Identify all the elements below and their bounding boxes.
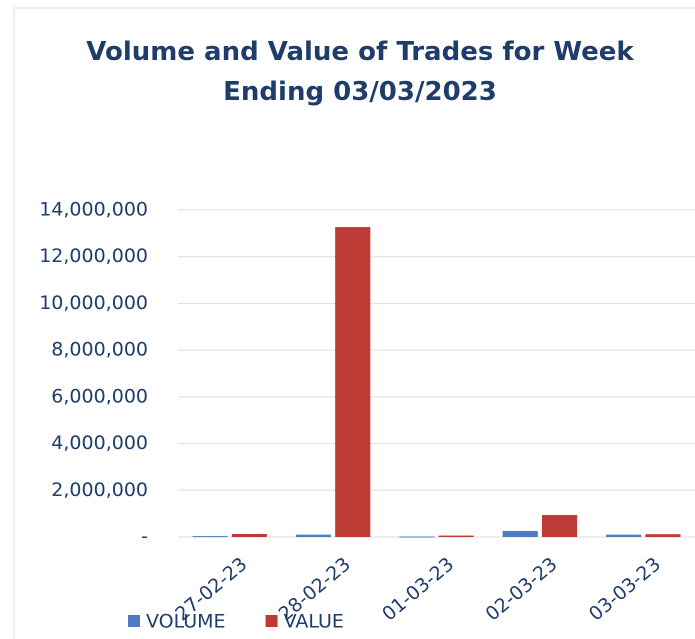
y-tick-label: 8,000,000 bbox=[51, 339, 148, 361]
bar bbox=[541, 515, 578, 537]
bar bbox=[231, 533, 267, 537]
legend-swatch bbox=[265, 615, 278, 627]
bar bbox=[438, 535, 474, 537]
legend-swatch bbox=[128, 615, 140, 627]
y-tick-label: 6,000,000 bbox=[51, 385, 148, 407]
bar bbox=[192, 536, 228, 538]
x-tick-label: 03-03-23 bbox=[585, 553, 665, 625]
x-tick-label: 01-03-23 bbox=[378, 553, 458, 625]
bar bbox=[295, 534, 332, 537]
bar bbox=[645, 534, 681, 537]
y-tick-label: 10,000,000 bbox=[39, 292, 148, 314]
y-tick-label: - bbox=[141, 526, 148, 548]
y-tick-label: 14,000,000 bbox=[39, 199, 148, 221]
bar bbox=[502, 530, 538, 537]
bar bbox=[399, 536, 435, 538]
y-tick-label: 2,000,000 bbox=[51, 479, 148, 501]
legend-label: VALUE bbox=[284, 611, 344, 633]
x-tick-label: 02-03-23 bbox=[481, 553, 561, 625]
chart-title: Volume and Value of Trades for Week Endi… bbox=[86, 37, 634, 107]
bar bbox=[606, 534, 642, 537]
chart-border bbox=[13, 7, 695, 639]
y-tick-label: 12,000,000 bbox=[39, 245, 148, 267]
y-tick-label: 4,000,000 bbox=[51, 432, 148, 454]
legend-label: VOLUME bbox=[146, 611, 226, 633]
bar bbox=[335, 227, 371, 537]
